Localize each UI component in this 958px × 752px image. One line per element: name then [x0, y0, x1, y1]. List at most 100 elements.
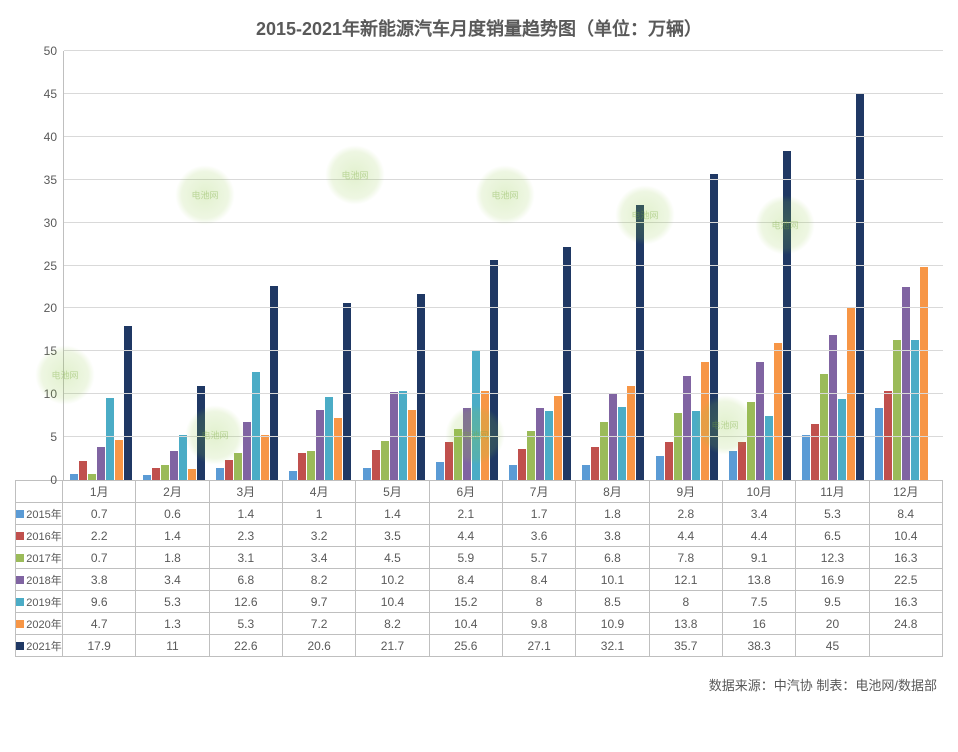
y-tick: 30 [44, 216, 57, 230]
data-column: 2.84.47.812.1813.835.7 [650, 503, 723, 657]
bar [527, 431, 535, 480]
legend-swatch [16, 576, 24, 584]
month-column [577, 51, 650, 480]
data-cell: 0.7 [63, 547, 136, 569]
data-cell: 1.7 [503, 503, 576, 525]
data-cell: 16 [723, 613, 796, 635]
bar [710, 174, 718, 480]
data-cell: 4.4 [723, 525, 796, 547]
bar [518, 449, 526, 480]
data-cell: 8.4 [870, 503, 943, 525]
data-column: 5.36.512.316.99.52045 [796, 503, 869, 657]
data-cell: 10.2 [356, 569, 429, 591]
data-cell: 3.1 [210, 547, 283, 569]
data-cell: 15.2 [430, 591, 503, 613]
bar [490, 260, 498, 480]
data-cell: 35.7 [650, 635, 723, 657]
bar [875, 408, 883, 480]
data-cell: 4.4 [650, 525, 723, 547]
data-cell [870, 635, 943, 657]
y-tick: 35 [44, 173, 57, 187]
bar [636, 205, 644, 480]
bar [820, 374, 828, 480]
data-cell: 2.2 [63, 525, 136, 547]
y-tick: 50 [44, 44, 57, 58]
x-label: 7月 [503, 481, 576, 503]
bar [115, 440, 123, 480]
data-cell: 10.9 [576, 613, 649, 635]
data-cell: 22.6 [210, 635, 283, 657]
data-cell: 3.8 [63, 569, 136, 591]
data-cell: 11 [136, 635, 209, 657]
bar [197, 386, 205, 480]
data-cell: 20.6 [283, 635, 356, 657]
legend-item: 2018年 [15, 569, 63, 591]
bar [372, 450, 380, 480]
data-cell: 4.5 [356, 547, 429, 569]
y-tick: 45 [44, 87, 57, 101]
bar [838, 399, 846, 481]
bar [445, 442, 453, 480]
y-tick: 15 [44, 344, 57, 358]
data-cell: 3.6 [503, 525, 576, 547]
bar [692, 411, 700, 480]
bar [656, 456, 664, 480]
source-text: 数据来源：中汽协 制表：电池网/数据部 [15, 675, 943, 694]
data-column: 2.14.45.98.415.210.425.6 [430, 503, 503, 657]
plot [63, 51, 943, 480]
data-cell: 17.9 [63, 635, 136, 657]
bar [774, 343, 782, 480]
bar [363, 468, 371, 480]
data-cell: 38.3 [723, 635, 796, 657]
bar [307, 451, 315, 480]
bar [325, 397, 333, 480]
data-column: 8.410.416.322.516.324.8 [870, 503, 943, 657]
bar [618, 407, 626, 480]
chart-container: 2015-2021年新能源汽车月度销量趋势图（单位：万辆） 0510152025… [15, 15, 943, 694]
bar [911, 340, 919, 480]
data-cell: 9.7 [283, 591, 356, 613]
y-axis: 05101520253035404550 [15, 51, 63, 480]
bar [152, 468, 160, 480]
month-column [723, 51, 796, 480]
data-column: 0.61.41.83.45.31.311 [136, 503, 209, 657]
month-column [357, 51, 430, 480]
bar [70, 474, 78, 480]
x-label: 10月 [723, 481, 796, 503]
bar [674, 413, 682, 480]
data-cell: 5.3 [210, 613, 283, 635]
bar [829, 335, 837, 480]
y-tick: 5 [50, 430, 57, 444]
month-column [870, 51, 943, 480]
bar [545, 411, 553, 480]
legend-item: 2019年 [15, 591, 63, 613]
bar [188, 469, 196, 480]
bar [270, 286, 278, 480]
data-cell: 3.8 [576, 525, 649, 547]
data-cell: 7.2 [283, 613, 356, 635]
month-column [430, 51, 503, 480]
legend-swatch [16, 620, 24, 628]
legend-swatch [16, 532, 24, 540]
data-cell: 4.7 [63, 613, 136, 635]
bar [261, 435, 269, 480]
bar [600, 422, 608, 480]
bar [298, 453, 306, 480]
legend-swatch [16, 554, 24, 562]
chart-title: 2015-2021年新能源汽车月度销量趋势图（单位：万辆） [15, 15, 943, 41]
data-cell: 8.5 [576, 591, 649, 613]
data-cell: 0.6 [136, 503, 209, 525]
bar [343, 303, 351, 480]
data-cell: 5.9 [430, 547, 503, 569]
y-tick: 25 [44, 259, 57, 273]
legend-label: 2017年 [26, 550, 61, 566]
bar [179, 435, 187, 480]
bar [436, 462, 444, 480]
legend-item: 2015年 [15, 503, 63, 525]
bar [554, 396, 562, 480]
data-table: 2015年2016年2017年2018年2019年2020年2021年 0.72… [15, 503, 943, 657]
data-cell: 6.8 [210, 569, 283, 591]
data-cell: 10.4 [356, 591, 429, 613]
x-label: 11月 [796, 481, 869, 503]
legend-swatch [16, 510, 24, 518]
